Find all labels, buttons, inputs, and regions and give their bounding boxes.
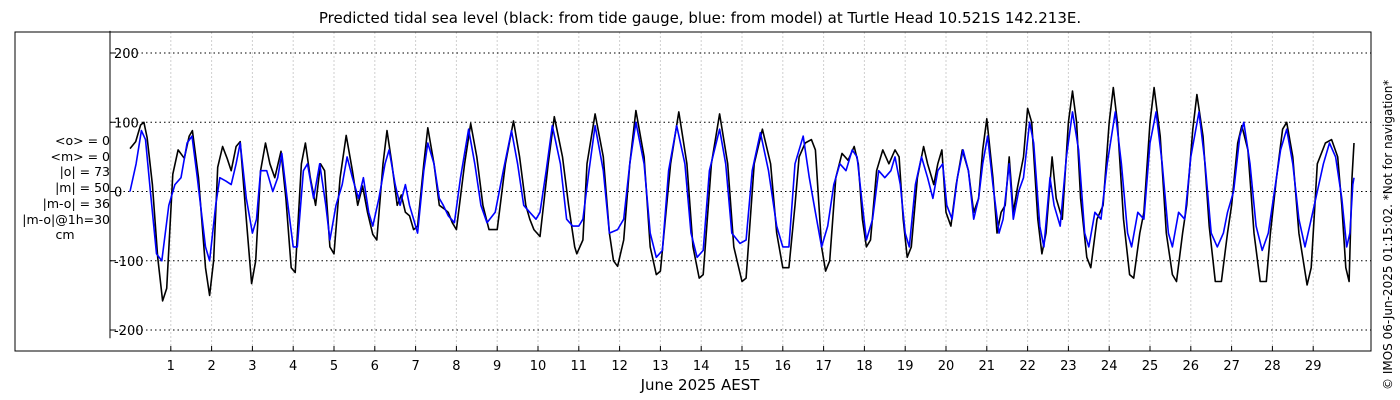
x-tick-label: 12: [611, 359, 628, 374]
x-tick-label: 20: [938, 359, 955, 374]
y-tick-label: 100: [114, 116, 139, 131]
x-tick-label: 11: [571, 359, 588, 374]
plot-frame: [14, 31, 1372, 352]
x-tick-label: 24: [1101, 359, 1118, 374]
x-tick-label: 4: [289, 359, 297, 374]
series-layer: [129, 86, 1355, 302]
x-tick-label: 15: [734, 359, 751, 374]
x-tick-label: 2: [207, 359, 215, 374]
stat-abs-diff-1h: |m-o|@1h=30: [22, 211, 110, 227]
x-tick-label: 16: [775, 359, 792, 374]
x-axis-label: June 2025 AEST: [640, 376, 760, 394]
stat-mean-observed: <o> = 0: [55, 133, 110, 148]
stat-abs-model: |m| = 50: [55, 180, 110, 196]
x-tick-label: 1: [167, 359, 175, 374]
x-tick-label: 13: [652, 359, 669, 374]
statistics-panel: <o> = 0 <m> = 0 |o| = 73 |m| = 50 |m-o| …: [8, 133, 110, 243]
x-tick-label: 26: [1183, 359, 1200, 374]
stat-unit: cm: [55, 227, 75, 243]
x-tick-label: 23: [1060, 359, 1077, 374]
x-tick-label: 6: [371, 359, 379, 374]
y-tick-label: -200: [114, 324, 144, 339]
x-tick-label: 18: [856, 359, 873, 374]
series-tide-gauge-line: [129, 86, 1355, 302]
series-model-line: [129, 111, 1355, 262]
y-tick-label: 0: [114, 186, 122, 201]
chart-title: Predicted tidal sea level (black: from t…: [318, 9, 1082, 27]
grid-layer: [110, 32, 1371, 351]
x-tick-label: 10: [530, 359, 547, 374]
stat-mean-model: <m> = 0: [50, 148, 111, 164]
x-tick-label: 28: [1264, 359, 1281, 374]
x-tick-label: 14: [693, 359, 710, 374]
x-tick-label: 29: [1305, 359, 1322, 374]
stat-abs-observed: |o| = 73: [59, 164, 110, 180]
x-tick-label: 3: [248, 359, 256, 374]
axis-layer: 1 2 3 4 5 6 7 8 9 10 11 12 13 14 15 16 17 18 19 20 21 22 23 24 2…: [14, 30, 1372, 374]
x-tick-label: 8: [452, 359, 460, 374]
x-tick-label: 7: [411, 359, 419, 374]
stat-abs-diff: |m-o| = 36: [42, 195, 110, 211]
x-tick-label: 9: [493, 359, 501, 374]
x-tick-label: 21: [979, 359, 996, 374]
x-tick-label: 25: [1142, 359, 1159, 374]
x-tick-label: 5: [330, 359, 338, 374]
y-tick-label: -100: [114, 255, 144, 270]
x-tick-label: 22: [1019, 359, 1036, 374]
x-tick-label: 17: [815, 359, 832, 374]
copyright-notice: © IMOS 06-Jun-2025 01:15:02. *Not for na…: [1381, 79, 1395, 390]
x-tick-label: 27: [1223, 359, 1240, 374]
x-tick-label: 19: [897, 359, 914, 374]
y-tick-label: 200: [114, 47, 139, 62]
